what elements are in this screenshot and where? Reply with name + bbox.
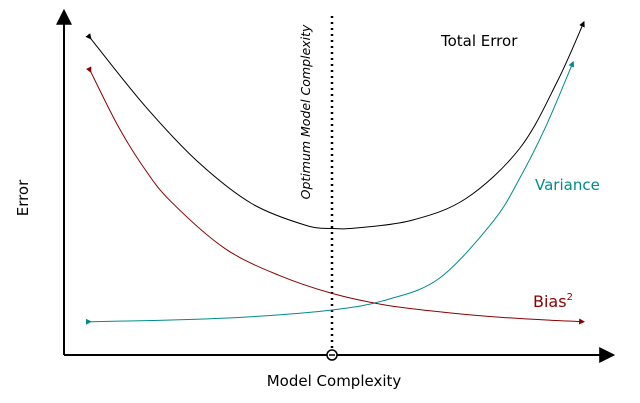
bias-label-sup: 2 xyxy=(567,292,573,303)
series-label-total-error: Total Error xyxy=(440,32,518,50)
series-line-total-error xyxy=(85,20,585,230)
series-label-bias: Bias2 xyxy=(533,292,573,311)
optimum-label: Optimum Model Complexity xyxy=(298,24,313,199)
x-axis-label: Model Complexity xyxy=(267,372,402,390)
series-label-variance: Variance xyxy=(535,176,600,194)
series-line-bias xyxy=(85,66,586,325)
bias-label-base: Bias xyxy=(533,292,567,311)
y-axis-label: Error xyxy=(14,179,32,216)
